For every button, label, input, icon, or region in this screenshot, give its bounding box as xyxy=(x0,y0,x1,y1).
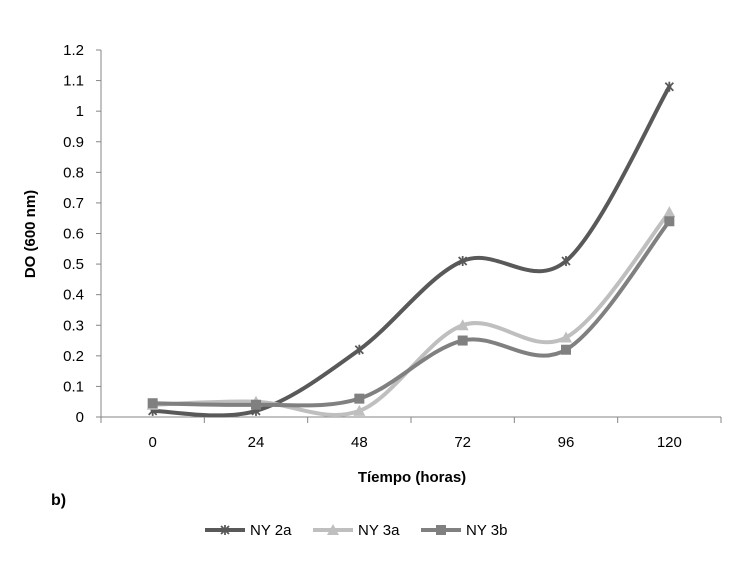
y-axis-title: DO (600 nm) xyxy=(22,190,39,278)
data-point xyxy=(664,81,674,92)
series-ny-2a xyxy=(148,81,674,418)
panel-label: b) xyxy=(51,492,66,509)
y-tick-label: 1.2 xyxy=(63,42,84,59)
data-point xyxy=(353,404,366,416)
data-point xyxy=(457,335,468,346)
x-tick-label: 120 xyxy=(657,434,682,451)
data-point xyxy=(561,344,571,355)
legend-swatch-marker xyxy=(436,525,446,535)
y-tick-label: 1 xyxy=(76,103,84,120)
y-tick-label: 0.9 xyxy=(63,134,84,151)
x-tick-label: 96 xyxy=(558,434,575,451)
legend-entry: NY 3b xyxy=(421,522,507,539)
data-point xyxy=(663,206,676,218)
legend-entry: NY 2a xyxy=(205,522,292,539)
legend: NY 2a NY 3a NY 3b xyxy=(205,522,507,539)
data-point xyxy=(354,344,364,355)
data-point xyxy=(664,216,675,227)
data-point xyxy=(147,398,158,409)
y-tick-label: 0.5 xyxy=(63,256,84,273)
legend-label: NY 2a xyxy=(250,522,292,539)
y-tick-label: 0 xyxy=(76,409,84,426)
series-layer xyxy=(146,81,676,418)
legend-swatch-marker xyxy=(327,524,339,535)
x-tick-label: 72 xyxy=(454,434,471,451)
data-point xyxy=(560,331,572,343)
y-tick-label: 0.8 xyxy=(63,164,84,181)
y-tick-label: 1.1 xyxy=(63,73,84,90)
y-tick-label: 0.7 xyxy=(63,195,84,212)
x-tick-label: 48 xyxy=(351,434,368,451)
legend-label: NY 3b xyxy=(466,522,507,539)
data-point xyxy=(458,256,468,267)
x-tick-label: 24 xyxy=(248,434,265,451)
legend-entry: NY 3a xyxy=(313,522,400,539)
data-point xyxy=(354,393,365,404)
x-axis-title: Tíempo (horas) xyxy=(358,469,466,486)
y-tick-label: 0.4 xyxy=(63,287,84,304)
y-tick-label: 0.6 xyxy=(63,226,84,243)
y-tick-label: 0.3 xyxy=(63,317,84,334)
legend-label: NY 3a xyxy=(358,522,400,539)
series-ny-3a xyxy=(146,206,676,417)
legend-swatch-marker xyxy=(220,525,230,535)
y-tick-label: 0.1 xyxy=(63,378,84,395)
data-point xyxy=(251,399,261,410)
data-point xyxy=(561,256,571,267)
data-point xyxy=(456,319,469,331)
series-ny-3b xyxy=(147,216,675,410)
x-tick-label: 0 xyxy=(148,434,156,451)
y-tick-label: 0.2 xyxy=(63,348,84,365)
series-line xyxy=(150,210,672,417)
axes: 0 0.1 0.2 0.3 0.4 0.5 0.6 0.7 0.8 0.9 1 1.1 1.2 0 24 48… xyxy=(63,42,722,451)
